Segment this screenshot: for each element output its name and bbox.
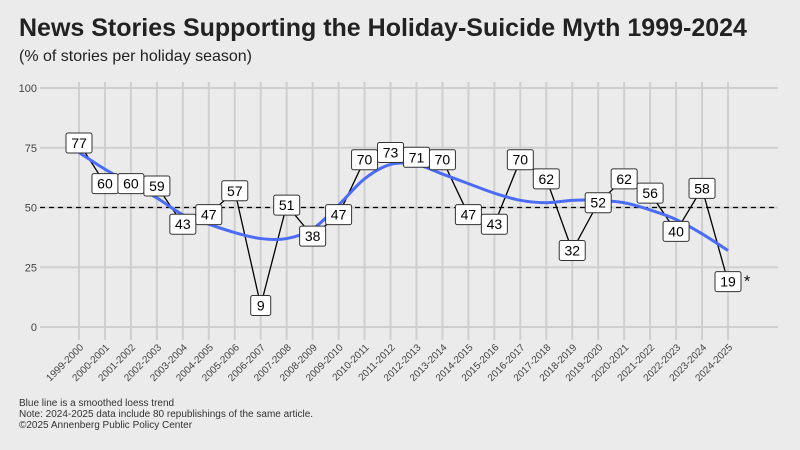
data-label-box bbox=[250, 294, 272, 316]
data-label-text: 71 bbox=[409, 149, 425, 165]
data-label-box bbox=[428, 149, 456, 171]
data-label: 57 bbox=[221, 180, 249, 202]
data-label-text: 51 bbox=[279, 197, 295, 213]
data-label: 60 bbox=[91, 173, 119, 195]
data-label: 40 bbox=[662, 220, 690, 242]
data-label-box bbox=[143, 175, 171, 197]
data-label-box bbox=[273, 194, 301, 216]
note-loess: Blue line is a smoothed loess trend bbox=[19, 398, 175, 409]
chart-subtitle: (% of stories per holiday season) bbox=[19, 48, 252, 65]
asterisk-annotation: * bbox=[744, 274, 750, 291]
data-label-text: 32 bbox=[564, 243, 580, 259]
data-label: 70 bbox=[506, 149, 534, 171]
data-label-text: 9 bbox=[257, 297, 265, 313]
data-label: 71 bbox=[402, 146, 430, 168]
data-label-box bbox=[221, 180, 249, 202]
y-tick-label: 0 bbox=[31, 322, 37, 334]
data-label: 58 bbox=[688, 177, 716, 199]
data-label-box bbox=[688, 177, 716, 199]
y-tick-label: 50 bbox=[25, 203, 37, 215]
data-label-box bbox=[714, 271, 742, 293]
data-label-text: 73 bbox=[383, 145, 399, 161]
data-label-text: 60 bbox=[97, 176, 113, 192]
data-label-text: 47 bbox=[461, 207, 477, 223]
y-tick-label: 75 bbox=[25, 143, 37, 155]
data-label-text: 70 bbox=[513, 152, 529, 168]
data-label-box bbox=[195, 204, 223, 226]
data-label-text: 62 bbox=[538, 171, 554, 187]
y-tick-label: 100 bbox=[19, 83, 37, 95]
data-label-text: 57 bbox=[227, 183, 243, 199]
note-republishings: Note: 2024-2025 data include 80 republis… bbox=[19, 409, 314, 420]
data-label: 70 bbox=[428, 149, 456, 171]
data-label: 52 bbox=[584, 192, 612, 214]
data-label: 56 bbox=[636, 182, 664, 204]
data-label: 47 bbox=[195, 204, 223, 226]
data-label: 19 bbox=[714, 271, 742, 293]
data-label-box bbox=[506, 149, 534, 171]
data-label: 77 bbox=[65, 132, 93, 154]
data-label: 47 bbox=[325, 204, 353, 226]
data-label-text: 47 bbox=[331, 207, 347, 223]
chart-title: News Stories Supporting the Holiday-Suic… bbox=[19, 14, 747, 42]
data-label-text: 59 bbox=[149, 178, 165, 194]
data-label: 59 bbox=[143, 175, 171, 197]
data-label-box bbox=[325, 204, 353, 226]
y-tick-label: 25 bbox=[25, 262, 37, 274]
data-label: 73 bbox=[377, 142, 405, 164]
data-label-text: 70 bbox=[357, 152, 373, 168]
data-label-box bbox=[532, 168, 560, 190]
data-label-box bbox=[662, 220, 690, 242]
data-label: 43 bbox=[169, 213, 197, 235]
data-label-box bbox=[480, 213, 508, 235]
data-label: 62 bbox=[532, 168, 560, 190]
data-label: 32 bbox=[558, 240, 586, 262]
data-label-text: 47 bbox=[201, 207, 217, 223]
data-label: 38 bbox=[299, 225, 327, 247]
data-label: 51 bbox=[273, 194, 301, 216]
data-label-box bbox=[636, 182, 664, 204]
data-label: 60 bbox=[117, 173, 145, 195]
data-label-text: 40 bbox=[668, 223, 684, 239]
data-label-box bbox=[558, 240, 586, 262]
data-label-box bbox=[610, 168, 638, 190]
loess-trend-line bbox=[78, 151, 729, 252]
data-label: 9 bbox=[250, 294, 272, 316]
data-label-text: 38 bbox=[305, 228, 321, 244]
data-label-text: 52 bbox=[590, 195, 606, 211]
data-label: 47 bbox=[454, 204, 482, 226]
note-copyright: ©2025 Annenberg Public Policy Center bbox=[19, 420, 193, 431]
data-label-text: 43 bbox=[175, 216, 191, 232]
data-label: 62 bbox=[610, 168, 638, 190]
data-label-box bbox=[299, 225, 327, 247]
data-label-text: 62 bbox=[616, 171, 632, 187]
data-label: 70 bbox=[351, 149, 379, 171]
data-label-text: 43 bbox=[487, 216, 503, 232]
data-label-box bbox=[584, 192, 612, 214]
data-label-text: 60 bbox=[123, 176, 139, 192]
data-label-text: 58 bbox=[694, 180, 710, 196]
footnotes: Blue line is a smoothed loess trend Note… bbox=[19, 398, 313, 431]
data-label-box bbox=[65, 132, 93, 154]
data-label-text: 56 bbox=[642, 185, 658, 201]
data-label: 43 bbox=[480, 213, 508, 235]
data-label-text: 77 bbox=[71, 135, 87, 151]
data-label-text: 70 bbox=[435, 152, 451, 168]
data-label-text: 19 bbox=[720, 274, 736, 290]
